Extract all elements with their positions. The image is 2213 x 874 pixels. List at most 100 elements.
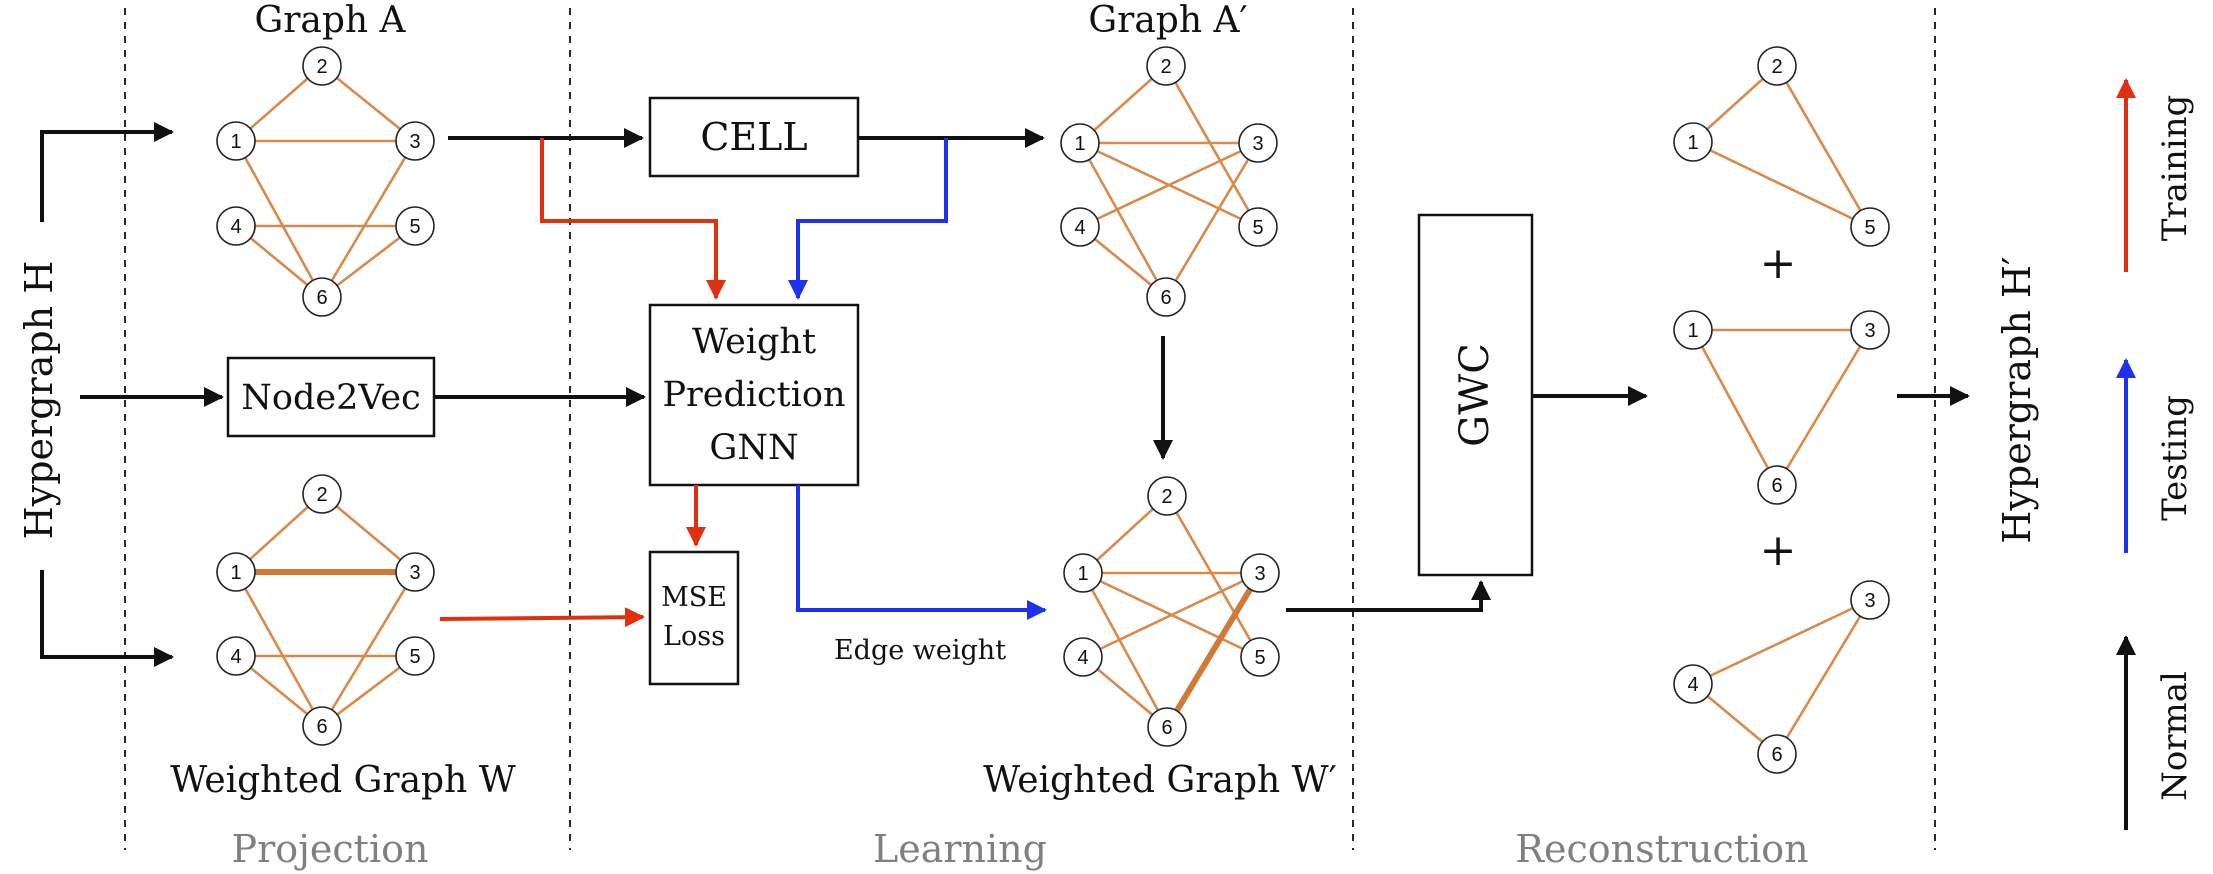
- node-2: 2: [302, 474, 342, 514]
- arrow-hypergraph-to-weighted-w: [40, 570, 174, 667]
- arrow-hypergraph-to-graph-a: [40, 122, 174, 222]
- edge-3-6: [1775, 599, 1872, 755]
- node-4: 4: [1673, 664, 1713, 704]
- gnn-label-line1: Weight: [692, 322, 816, 362]
- node-label: 2: [316, 484, 327, 506]
- node-3: 3: [1240, 553, 1280, 593]
- node-label: 1: [1687, 132, 1698, 154]
- node2vec-box: Node2Vec: [226, 356, 436, 438]
- legend: Training Testing Normal: [2116, 78, 2195, 830]
- edge-2-3: [321, 493, 416, 573]
- section-learning: Learning: [873, 827, 1047, 871]
- node-label: 4: [1077, 647, 1088, 669]
- node-label: 5: [409, 216, 420, 238]
- edge-1-6: [1078, 142, 1168, 298]
- section-reconstruction: Reconstruction: [1515, 827, 1808, 871]
- node-5: 5: [1850, 207, 1890, 247]
- node-6: 6: [1146, 277, 1186, 317]
- node-label: 4: [1687, 674, 1698, 696]
- node-label: 2: [1160, 56, 1171, 78]
- node2vec-label: Node2Vec: [241, 378, 420, 418]
- node-label: 3: [1864, 590, 1875, 612]
- node-label: 1: [230, 131, 241, 153]
- node-label: 6: [1771, 744, 1782, 766]
- node-label: 1: [1077, 563, 1088, 585]
- node-4: 4: [1060, 207, 1100, 247]
- mse-loss-box: MSE Loss: [648, 550, 740, 686]
- node-1: 1: [1673, 310, 1713, 350]
- plus-sign-2: +: [1760, 525, 1797, 576]
- node-label: 6: [1771, 475, 1782, 497]
- node-6: 6: [302, 277, 342, 317]
- arrow-training-graph-a-to-gnn: [540, 138, 726, 300]
- reconstructed-hyperedge-1: 1 2 5: [1673, 46, 1890, 247]
- node-3: 3: [1238, 123, 1278, 163]
- node-label: 3: [1254, 563, 1265, 585]
- edge-1-6: [234, 140, 324, 298]
- hypergraph-h-prime-label: Hypergraph H′: [1995, 256, 2039, 543]
- node-4: 4: [1063, 637, 1103, 677]
- graph-a-prime: 1 2 3 4 5 6: [1060, 46, 1278, 317]
- weighted-graph-w-prime-title: Weighted Graph W′: [983, 760, 1337, 801]
- legend-training-label: Training: [2155, 95, 2195, 242]
- gnn-label-line3: GNN: [709, 428, 798, 468]
- arrow-training-weighted-w-to-mse: [439, 607, 645, 628]
- node-label: 1: [230, 562, 241, 584]
- node-label: 5: [1254, 647, 1265, 669]
- node-label: 6: [316, 287, 327, 309]
- edge-1-6: [1691, 329, 1779, 486]
- node-2: 2: [1146, 46, 1186, 86]
- edge-3-6: [320, 571, 417, 727]
- node-label: 2: [1771, 56, 1782, 78]
- gnn-label-line2: Prediction: [662, 375, 845, 415]
- arrow-w-prime-to-gwc: [1286, 580, 1491, 612]
- node-label: 3: [409, 562, 420, 584]
- node-label: 4: [1074, 217, 1085, 239]
- node-label: 1: [1074, 133, 1085, 155]
- edge-weight-label: Edge weight: [834, 635, 1006, 666]
- node-4: 4: [216, 636, 256, 676]
- node-label: 4: [230, 646, 241, 668]
- node-1: 1: [1673, 122, 1713, 162]
- node-label: 4: [230, 216, 241, 238]
- node-6: 6: [302, 706, 342, 746]
- edge-3-4: [1082, 571, 1261, 659]
- edge-2-5: [1164, 65, 1260, 228]
- node-6: 6: [1757, 734, 1797, 774]
- graph-a: 1 2 3 4 5 6: [216, 46, 435, 317]
- cell-label: CELL: [700, 115, 807, 159]
- node-3: 3: [1850, 310, 1890, 350]
- legend-normal-label: Normal: [2155, 671, 2195, 801]
- heavy-edge-3-6: [1164, 571, 1263, 729]
- mse-label-line2: Loss: [663, 621, 725, 652]
- edge-3-4: [1692, 598, 1871, 686]
- node-3: 3: [1850, 580, 1890, 620]
- gwc-box: GWC: [1417, 213, 1534, 577]
- graph-a-title: Graph A: [254, 0, 406, 41]
- weighted-graph-w-prime: 1 2 3 4 5 6: [1063, 476, 1280, 747]
- node-label: 3: [1864, 320, 1875, 342]
- node-label: 6: [1161, 717, 1172, 739]
- reconstructed-hyperedge-2: 1 3 6: [1673, 310, 1890, 505]
- edge-3-6: [1775, 329, 1872, 486]
- edge-1-6: [234, 571, 324, 727]
- node-label: 2: [1161, 486, 1172, 508]
- node-1: 1: [1060, 123, 1100, 163]
- node-5: 5: [395, 636, 435, 676]
- gwc-label: GWC: [1452, 343, 1498, 447]
- edge-2-3: [321, 64, 416, 143]
- node-1: 1: [216, 552, 256, 592]
- node-label: 3: [409, 131, 420, 153]
- node-3: 3: [395, 552, 435, 592]
- reconstructed-hyperedge-3: 3 4 6: [1673, 580, 1890, 774]
- node-5: 5: [1238, 207, 1278, 247]
- edge-1-5: [1692, 140, 1871, 229]
- arrow-testing-a-prime-to-gnn: [788, 138, 948, 300]
- node-3: 3: [395, 121, 435, 161]
- node-1: 1: [216, 121, 256, 161]
- node-label: 5: [1864, 217, 1875, 239]
- cell-box: CELL: [648, 96, 860, 178]
- weighted-graph-w: 1 2 3 4 5 6: [216, 474, 435, 746]
- mse-label-line1: MSE: [661, 582, 727, 613]
